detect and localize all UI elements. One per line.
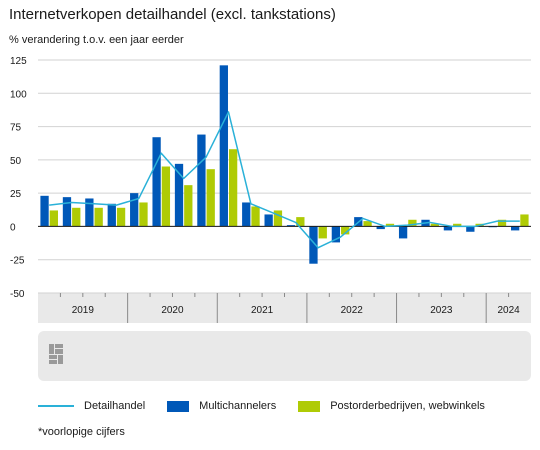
bar-postorder [116, 207, 126, 227]
x-year-label: 2023 [430, 305, 453, 316]
bar-postorder [139, 202, 148, 227]
bar-multichannelers [398, 226, 408, 239]
footnote: *voorlopige cijfers [38, 426, 125, 438]
bar-postorder [497, 219, 507, 227]
y-tick-label: 50 [10, 156, 22, 167]
x-year-label: 2021 [251, 305, 274, 316]
y-tick-label: 75 [10, 123, 22, 134]
bar-postorder [408, 219, 417, 227]
bar-postorder [363, 221, 372, 227]
bar-postorder [385, 223, 395, 227]
chart-subtitle: % verandering t.o.v. een jaar eerder [9, 34, 184, 46]
bar-multichannelers [107, 203, 116, 227]
bar-postorder [273, 210, 283, 227]
bar-multichannelers [174, 163, 184, 227]
legend-box-swatch [298, 400, 321, 412]
bar-multichannelers [130, 193, 139, 227]
bar-postorder [184, 185, 193, 227]
bar-postorder [94, 207, 103, 227]
bar-multichannelers [264, 214, 273, 227]
bar-multichannelers [286, 225, 296, 227]
bar-multichannelers [85, 198, 94, 227]
y-tick-label: 25 [10, 189, 22, 200]
bar-multichannelers [62, 197, 72, 227]
bar-postorder [72, 207, 81, 227]
chart-area: -50 -25 0 25 50 75 100 125 2019 2020 2021 2022 2023 2… [10, 56, 531, 381]
bar-postorder [341, 226, 350, 235]
legend-label-multichannelers: Multichannelers [199, 400, 277, 412]
legend-label-postorder: Postorderbedrijven, webwinkels [330, 400, 485, 412]
legend-line-swatch [38, 405, 74, 407]
logo-panel [38, 331, 531, 381]
y-tick-label: 100 [10, 89, 27, 100]
legend-item-multichannelers: Multichannelers [167, 400, 276, 412]
legend-label-detailhandel: Detailhandel [84, 400, 146, 412]
bar-multichannelers [511, 226, 520, 231]
legend-box-swatch [167, 400, 190, 412]
y-tick-label: 0 [10, 222, 16, 233]
bar-postorder [228, 149, 238, 227]
cbs-logo-icon [49, 344, 63, 364]
x-year-label: 2024 [497, 305, 520, 316]
chart-title: Internetverkopen detailhandel (excl. tan… [9, 6, 336, 23]
bar-multichannelers [331, 226, 341, 243]
bar-multichannelers [466, 226, 475, 232]
bar-multichannelers [40, 195, 49, 227]
bar-postorder [318, 226, 327, 239]
bar-postorder [161, 166, 171, 227]
bar-postorder [453, 223, 462, 227]
y-tick-label: -25 [10, 256, 25, 267]
bar-multichannelers [443, 226, 453, 231]
bar-multichannelers [376, 226, 385, 230]
bar-postorder [430, 223, 439, 227]
bar-multichannelers [242, 202, 251, 227]
bar-postorder [206, 169, 215, 227]
bar-multichannelers [152, 137, 161, 227]
bar-postorder [520, 214, 529, 227]
x-year-label: 2020 [161, 305, 184, 316]
bar-multichannelers [197, 134, 206, 227]
x-year-label: 2022 [341, 305, 364, 316]
bar-multichannelers [219, 65, 228, 227]
line-detailhandel [49, 111, 520, 249]
legend-item-detailhandel: Detailhandel [38, 400, 145, 412]
x-year-label: 2019 [72, 305, 95, 316]
bar-multichannelers [309, 226, 318, 264]
y-tick-label: 125 [10, 56, 27, 67]
legend: Detailhandel Multichannelers Postorderbe… [38, 400, 507, 412]
bar-postorder [251, 206, 260, 227]
x-axis-band [38, 293, 531, 323]
legend-item-postorder: Postorderbedrijven, webwinkels [298, 400, 485, 412]
bar-postorder [49, 210, 58, 227]
bar-postorder [296, 217, 305, 227]
y-tick-label: -50 [10, 289, 25, 300]
